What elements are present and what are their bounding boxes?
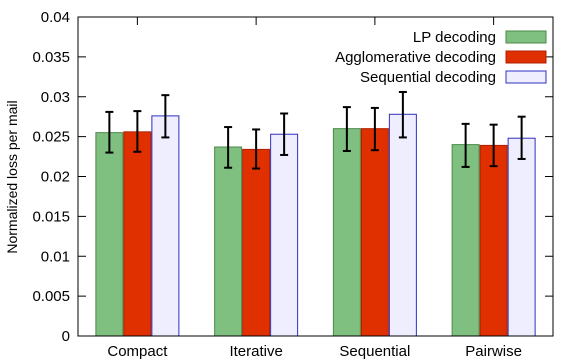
bar-sequential-decoding — [507, 137, 536, 337]
legend-swatch — [505, 30, 547, 44]
legend-label: LP decoding — [413, 29, 496, 46]
x-tick-label: Iterative — [229, 343, 282, 360]
x-tick-label: Pairwise — [465, 343, 522, 360]
x-tick-label: Sequential — [339, 343, 410, 360]
y-tick-label: 0.025 — [32, 129, 70, 146]
bar-sequential-decoding — [151, 115, 180, 337]
bar-lp-decoding — [214, 146, 243, 337]
bar-agglomerative-decoding — [123, 131, 152, 337]
y-tick-label: 0.01 — [41, 248, 70, 265]
bar-agglomerative-decoding — [360, 128, 389, 337]
plot-area: 0 0.005 0.01 0.015 0.02 0.025 0.03 0.035 0.04 Com… — [32, 9, 554, 360]
legend-label: Agglomerative decoding — [335, 49, 496, 66]
y-tick-label: 0.04 — [41, 9, 70, 26]
y-tick-label: 0.03 — [41, 89, 70, 106]
bar-agglomerative-decoding — [242, 148, 271, 337]
y-tick-label: 0.035 — [32, 49, 70, 66]
bar-agglomerative-decoding — [479, 144, 508, 337]
y-tick-label: 0.005 — [32, 288, 70, 305]
legend-label: Sequential decoding — [360, 69, 496, 86]
legend-swatch — [505, 70, 547, 84]
y-tick-label: 0 — [62, 328, 70, 345]
legend-swatch — [505, 50, 547, 64]
y-tick-label: 0.02 — [41, 169, 70, 186]
x-tick-label: Compact — [107, 343, 168, 360]
bar-sequential-decoding — [270, 133, 299, 337]
bar-lp-decoding — [95, 132, 124, 337]
bar-lp-decoding — [332, 128, 361, 337]
plot-frame — [77, 16, 554, 337]
bar-sequential-decoding — [388, 113, 417, 337]
y-axis-label: Normalized loss per mail — [4, 100, 20, 253]
y-tick-label: 0.015 — [32, 208, 70, 225]
legend: LP decoding Agglomerative decoding Sequent… — [335, 29, 547, 86]
bar-lp-decoding — [451, 144, 480, 337]
